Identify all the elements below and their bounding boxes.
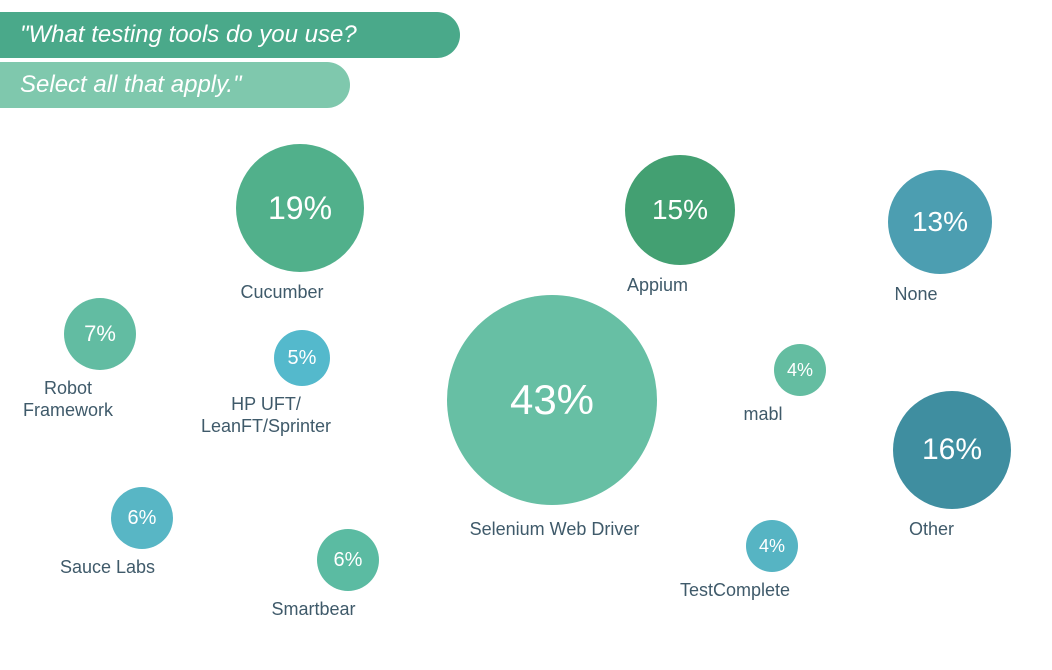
bubble-percent-smartbear: 6% bbox=[334, 549, 363, 572]
bubble-label-robot: Robot Framework bbox=[0, 378, 168, 421]
bubble-circle-none: 13% bbox=[888, 170, 992, 274]
bubble-testcomp: 4%TestComplete bbox=[746, 520, 798, 602]
bubble-label-smartbear: Smartbear bbox=[214, 599, 414, 621]
bubble-percent-hpuft: 5% bbox=[288, 347, 317, 370]
bubble-label-cucumber: Cucumber bbox=[182, 282, 382, 304]
bubble-smartbear: 6%Smartbear bbox=[317, 529, 379, 621]
bubble-circle-selenium: 43% bbox=[447, 295, 657, 505]
bubble-circle-smartbear: 6% bbox=[317, 529, 379, 591]
bubble-circle-sauce: 6% bbox=[111, 487, 173, 549]
bubble-circle-mabl: 4% bbox=[774, 344, 826, 396]
bubble-label-mabl: mabl bbox=[663, 404, 863, 426]
bubble-other: 16%Other bbox=[893, 391, 1011, 541]
bubble-percent-other: 16% bbox=[922, 433, 982, 467]
bubble-hpuft: 5%HP UFT/ LeanFT/Sprinter bbox=[274, 330, 330, 437]
question-text-line2: Select all that apply." bbox=[20, 71, 242, 99]
bubble-percent-sauce: 6% bbox=[128, 507, 157, 530]
bubble-circle-cucumber: 19% bbox=[236, 144, 364, 272]
bubble-sauce: 6%Sauce Labs bbox=[111, 487, 173, 579]
bubble-percent-none: 13% bbox=[912, 206, 968, 238]
bubble-label-hpuft: HP UFT/ LeanFT/Sprinter bbox=[166, 394, 366, 437]
bubble-circle-testcomp: 4% bbox=[746, 520, 798, 572]
bubble-percent-robot: 7% bbox=[84, 321, 116, 347]
bubble-circle-appium: 15% bbox=[625, 155, 735, 265]
bubble-mabl: 4%mabl bbox=[774, 344, 826, 426]
question-text-line1: "What testing tools do you use? bbox=[20, 21, 357, 49]
bubble-robot: 7%Robot Framework bbox=[64, 298, 136, 421]
bubble-appium: 15%Appium bbox=[625, 155, 735, 297]
bubble-cucumber: 19%Cucumber bbox=[236, 144, 364, 304]
question-pill-line2: Select all that apply." bbox=[0, 62, 350, 108]
bubble-label-other: Other bbox=[832, 519, 1032, 541]
bubble-circle-other: 16% bbox=[893, 391, 1011, 509]
bubble-percent-appium: 15% bbox=[652, 194, 708, 226]
question-pill-line1: "What testing tools do you use? bbox=[0, 12, 460, 58]
bubble-label-none: None bbox=[816, 284, 1016, 306]
bubble-label-testcomp: TestComplete bbox=[635, 580, 835, 602]
bubble-circle-robot: 7% bbox=[64, 298, 136, 370]
bubble-label-appium: Appium bbox=[558, 275, 758, 297]
bubble-percent-testcomp: 4% bbox=[759, 536, 785, 557]
bubble-percent-selenium: 43% bbox=[510, 376, 594, 424]
bubble-none: 13%None bbox=[888, 170, 992, 306]
bubble-label-selenium: Selenium Web Driver bbox=[455, 519, 655, 541]
bubble-circle-hpuft: 5% bbox=[274, 330, 330, 386]
bubble-selenium: 43% Selenium Web Driver bbox=[447, 295, 657, 541]
bubble-percent-mabl: 4% bbox=[787, 360, 813, 381]
bubble-percent-cucumber: 19% bbox=[268, 190, 332, 227]
bubble-label-sauce: Sauce Labs bbox=[8, 557, 208, 579]
